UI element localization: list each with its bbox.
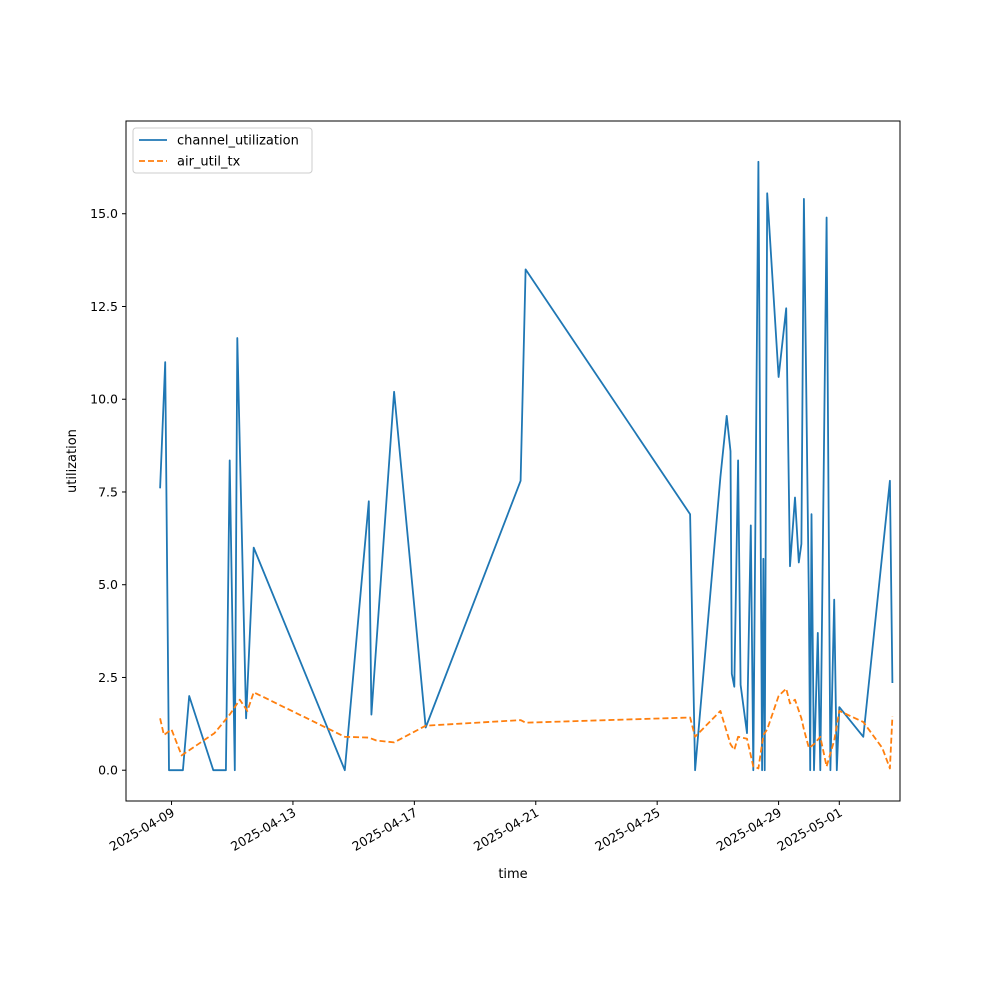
legend-label: channel_utilization — [177, 134, 299, 149]
plot-area — [159, 160, 894, 772]
x-axis-label: time — [498, 867, 527, 882]
legend: channel_utilization air_util_tx — [132, 127, 313, 174]
y-tick-label: 10.0 — [90, 392, 118, 407]
series-line-channel_utilization — [159, 160, 894, 772]
legend-box — [132, 127, 313, 174]
y-tick-label: 15.0 — [90, 206, 118, 221]
series-line-air_util_tx — [159, 687, 894, 770]
y-tick-label: 5.0 — [98, 577, 118, 592]
y-tick-label: 2.5 — [98, 670, 118, 685]
y-tick-label: 7.5 — [98, 484, 118, 499]
y-tick-label: 0.0 — [98, 763, 118, 778]
plot-frame — [125, 120, 901, 802]
y-tick-label: 12.5 — [90, 299, 118, 314]
y-axis-label: utilization — [65, 429, 80, 493]
legend-label: air_util_tx — [177, 155, 241, 170]
